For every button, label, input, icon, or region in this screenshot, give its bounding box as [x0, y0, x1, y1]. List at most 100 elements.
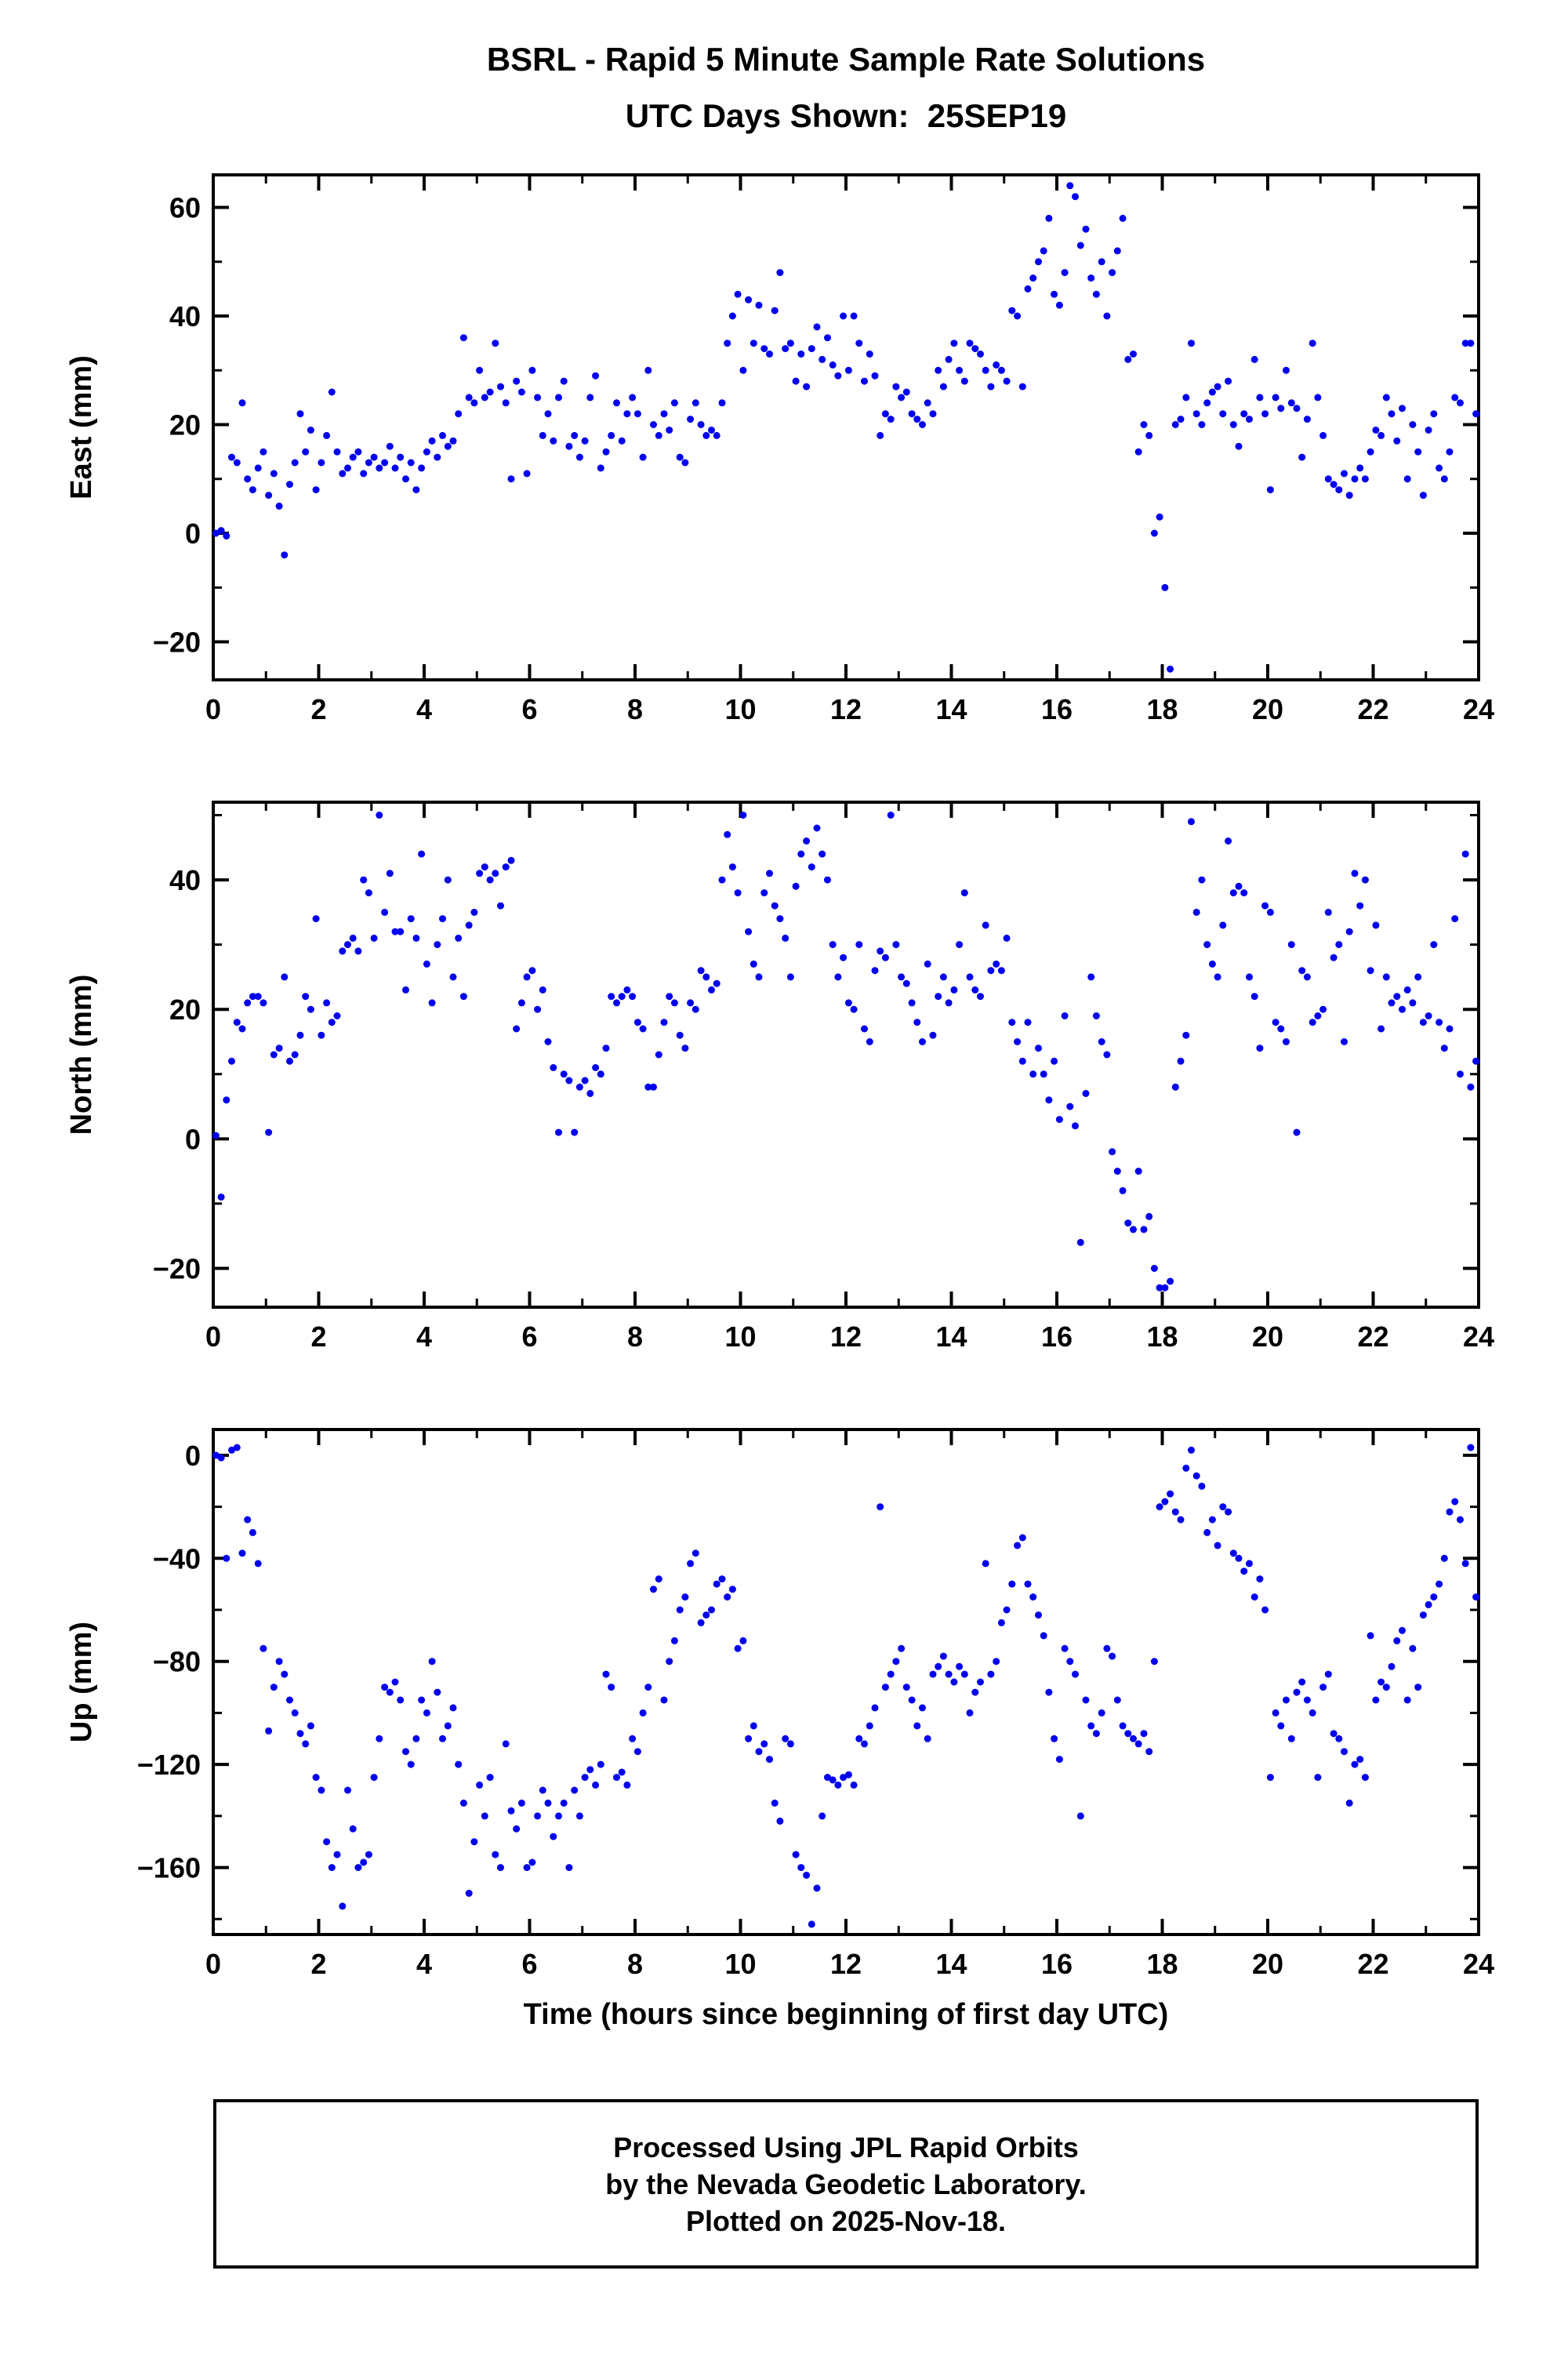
- north-data-point: [1124, 1219, 1132, 1227]
- east-data-point: [212, 529, 220, 537]
- north-data-point: [286, 1057, 293, 1065]
- east-data-point: [1356, 464, 1364, 472]
- north-data-point: [265, 1128, 273, 1136]
- north-data-point: [555, 1128, 562, 1136]
- up-data-point: [275, 1658, 283, 1666]
- north-data-point: [855, 941, 863, 949]
- up-data-point: [481, 1812, 488, 1820]
- north-data-point: [977, 993, 984, 1001]
- up-data-point: [1256, 1575, 1264, 1583]
- north-data-point: [1283, 1038, 1290, 1045]
- north-data-point: [650, 1083, 657, 1091]
- up-data-point: [1040, 1632, 1047, 1640]
- north-data-point: [1045, 1096, 1053, 1104]
- up-data-point: [1425, 1600, 1432, 1608]
- up-data-point: [1018, 1534, 1026, 1542]
- north-data-point: [786, 973, 794, 981]
- north-y-tick-label: 40: [169, 864, 201, 896]
- east-data-point: [987, 383, 995, 391]
- east-data-point: [808, 345, 815, 353]
- north-data-point: [829, 941, 837, 949]
- up-data-point: [1003, 1606, 1011, 1614]
- east-data-point: [1472, 410, 1480, 418]
- north-data-point: [960, 889, 968, 897]
- east-data-point: [386, 442, 394, 450]
- north-data-point: [881, 954, 889, 961]
- north-data-point: [1087, 973, 1095, 981]
- east-data-point: [560, 377, 568, 385]
- north-data-point: [602, 1044, 610, 1052]
- north-data-point: [1414, 973, 1422, 981]
- north-data-point: [581, 1077, 589, 1084]
- east-data-point: [613, 399, 620, 407]
- east-data-point: [1256, 394, 1264, 401]
- up-data-point: [977, 1678, 984, 1686]
- east-data-point: [1018, 383, 1026, 391]
- up-data-point: [476, 1781, 484, 1789]
- east-data-point: [633, 410, 641, 418]
- north-data-point: [571, 1128, 579, 1136]
- east-data-point: [286, 481, 293, 489]
- east-data-point: [238, 399, 246, 407]
- up-data-point: [1014, 1542, 1022, 1549]
- up-data-point: [1451, 1498, 1459, 1506]
- north-data-point: [1024, 1019, 1032, 1026]
- up-data-point: [993, 1658, 1000, 1666]
- up-data-point: [586, 1766, 594, 1774]
- up-data-point: [1272, 1709, 1279, 1717]
- north-data-point: [407, 915, 415, 923]
- east-x-tick-label: 8: [627, 693, 643, 725]
- north-x-tick-label: 22: [1357, 1321, 1388, 1353]
- up-data-point: [1293, 1688, 1301, 1696]
- north-data-point: [913, 1019, 921, 1026]
- up-data-point: [871, 1704, 879, 1712]
- up-data-point: [1161, 1498, 1169, 1506]
- east-data-point: [323, 431, 331, 439]
- up-data-point: [470, 1838, 478, 1846]
- up-data-point: [439, 1735, 446, 1742]
- east-data-point: [1436, 464, 1443, 472]
- north-x-tick-label: 14: [935, 1321, 967, 1353]
- up-data-point: [497, 1864, 504, 1872]
- north-data-point: [381, 908, 389, 916]
- east-data-point: [840, 312, 848, 320]
- east-data-point: [228, 453, 235, 461]
- up-data-point: [1403, 1696, 1411, 1704]
- north-data-point: [1061, 1012, 1069, 1019]
- east-data-point: [1461, 340, 1469, 347]
- north-data-point: [507, 856, 515, 864]
- up-data-point: [286, 1696, 293, 1704]
- east-data-point: [1014, 312, 1022, 320]
- north-data-point: [275, 1044, 283, 1052]
- east-data-point: [507, 475, 515, 483]
- up-data-point: [760, 1740, 768, 1748]
- up-data-point: [323, 1838, 331, 1846]
- north-data-point: [254, 993, 262, 1001]
- north-data-point: [618, 993, 626, 1001]
- up-data-point: [1029, 1593, 1037, 1601]
- north-data-point: [1008, 1019, 1016, 1026]
- east-data-point: [739, 366, 747, 374]
- north-data-point: [728, 863, 736, 871]
- up-data-point: [1324, 1670, 1332, 1678]
- north-data-point: [1293, 1128, 1301, 1136]
- east-data-point: [666, 427, 673, 434]
- east-data-point: [803, 383, 811, 391]
- east-data-point: [960, 377, 968, 385]
- east-data-point: [855, 340, 863, 347]
- up-data-point: [1140, 1730, 1148, 1738]
- east-data-point: [1250, 355, 1258, 363]
- up-data-point: [1225, 1508, 1232, 1516]
- north-data-point: [1451, 915, 1459, 923]
- east-data-point: [1103, 312, 1111, 320]
- east-data-point: [470, 399, 478, 407]
- east-data-point: [724, 340, 731, 347]
- up-data-point: [1341, 1748, 1348, 1756]
- north-data-point: [1130, 1226, 1137, 1233]
- east-data-point: [412, 486, 420, 494]
- north-data-point: [238, 1025, 246, 1033]
- north-data-point: [534, 1005, 542, 1013]
- east-data-point: [502, 399, 510, 407]
- east-data-point: [623, 410, 631, 418]
- north-data-point: [1330, 954, 1338, 961]
